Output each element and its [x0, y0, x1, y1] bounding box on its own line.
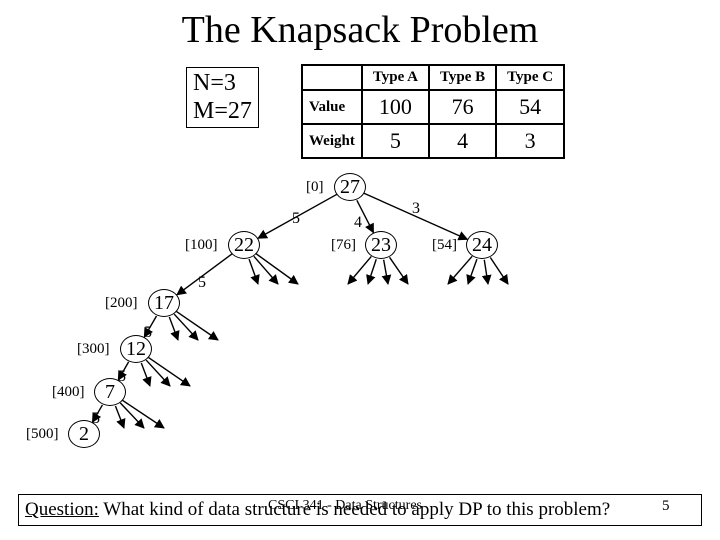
- question-label: Question:: [25, 499, 99, 520]
- node-bracket-label: [54]: [432, 237, 457, 254]
- node-bracket-label: [300]: [77, 341, 110, 358]
- course-overlay: CSCI 341 - Data Structures: [268, 498, 422, 514]
- header-blank: [302, 65, 362, 90]
- col-header: Type C: [496, 65, 564, 90]
- tree-node: 23: [365, 231, 397, 259]
- params-box: N=3 M=27: [186, 67, 259, 128]
- table-row: Value 100 76 54: [302, 90, 564, 124]
- cell: 5: [362, 124, 429, 158]
- node-bracket-label: [0]: [306, 179, 324, 196]
- col-header: Type A: [362, 65, 429, 90]
- row-label: Value: [302, 90, 362, 124]
- cell: 100: [362, 90, 429, 124]
- table-header-row: Type A Type B Type C: [302, 65, 564, 90]
- node-bracket-label: [500]: [26, 426, 59, 443]
- edge-label: 5: [144, 324, 152, 342]
- col-header: Type B: [429, 65, 496, 90]
- edge-label: 5: [92, 410, 100, 428]
- tree-node: 22: [228, 231, 260, 259]
- tree-node: 17: [148, 289, 180, 317]
- cell: 76: [429, 90, 496, 124]
- edge-label: 5: [118, 368, 126, 386]
- tree-node: 27: [334, 173, 366, 201]
- node-bracket-label: [100]: [185, 237, 218, 254]
- page-number: 5: [662, 498, 670, 515]
- cell: 4: [429, 124, 496, 158]
- item-table: Type A Type B Type C Value 100 76 54 Wei…: [301, 64, 565, 159]
- node-bracket-label: [400]: [52, 384, 85, 401]
- edge-label: 4: [354, 214, 362, 232]
- edge-label: 3: [412, 200, 420, 218]
- node-bracket-label: [76]: [331, 237, 356, 254]
- cell: 54: [496, 90, 564, 124]
- param-n: N=3: [193, 70, 252, 98]
- edge-label: 5: [198, 274, 206, 292]
- page-title: The Knapsack Problem: [0, 0, 720, 52]
- edge-label: 5: [292, 210, 300, 228]
- tree-node: 24: [466, 231, 498, 259]
- node-bracket-label: [200]: [105, 295, 138, 312]
- table-row: Weight 5 4 3: [302, 124, 564, 158]
- cell: 3: [496, 124, 564, 158]
- row-label: Weight: [302, 124, 362, 158]
- param-m: M=27: [193, 98, 252, 126]
